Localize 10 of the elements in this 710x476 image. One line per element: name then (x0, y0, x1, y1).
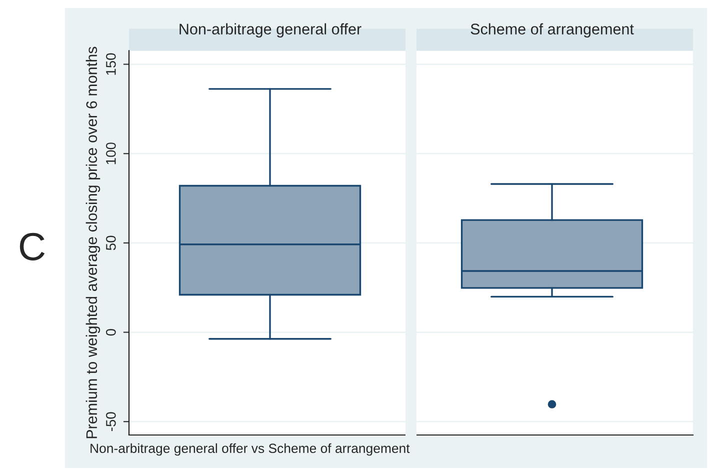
y-tick-label: -50 (106, 412, 116, 432)
y-tick-label: 100 (106, 142, 116, 164)
y-axis-title: Premium to weighted average closing price over 6 months (86, 46, 100, 438)
y-tick-label: 0 (106, 328, 116, 336)
text: C (20, 232, 45, 260)
x-tick-label: Non-arbitrage general offer (180, 23, 362, 38)
x-axis-title: Non-arbitrage general offer vs Scheme of arrangement (90, 443, 410, 456)
y-tick-label: 50 (106, 236, 116, 250)
y-tick-label: 150 (106, 53, 116, 75)
x-tick-label: Scheme of arrangement (470, 23, 634, 38)
